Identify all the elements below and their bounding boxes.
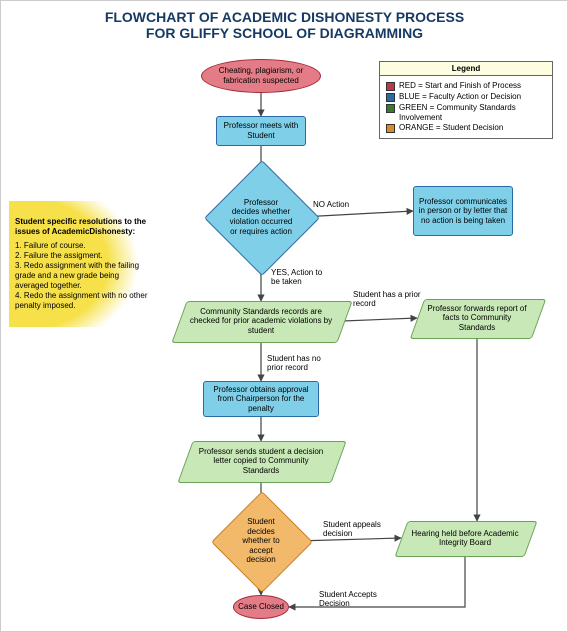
legend-swatch <box>386 93 395 102</box>
node-start: Cheating, plagiarism, or fabrication sus… <box>201 59 321 93</box>
legend-swatch <box>386 124 395 133</box>
legend-text: RED = Start and Finish of Process <box>399 81 521 91</box>
node-meet: Professor meets with Student <box>216 116 306 146</box>
sidebar-item: 3. Redo assignment with the failing grad… <box>15 261 149 291</box>
sidebar-resolutions: Student specific resolutions to the issu… <box>9 201 159 327</box>
flowchart-canvas: FLOWCHART OF ACADEMIC DISHONESTY PROCESS… <box>0 0 567 632</box>
edge-label-hearing-closed: Student AcceptsDecision <box>319 591 399 609</box>
legend-text: GREEN = Community Standards Involvement <box>399 103 546 122</box>
edge-label-student-hearing: Student appealsdecision <box>323 521 403 539</box>
node-decide: Professor decides whether violation occu… <box>221 177 301 257</box>
node-student: Student decides whether to accept decisi… <box>226 506 296 576</box>
legend-swatch <box>386 82 395 91</box>
node-noaction: Professor communicates in person or by l… <box>413 186 513 236</box>
page-title: FLOWCHART OF ACADEMIC DISHONESTY PROCESS… <box>1 9 567 41</box>
node-records: Community Standards records are checked … <box>179 301 343 341</box>
sidebar-item: 2. Failure the assigment. <box>15 251 149 261</box>
legend-row: GREEN = Community Standards Involvement <box>386 103 546 122</box>
legend-row: RED = Start and Finish of Process <box>386 81 546 91</box>
edge-label-records-forward: Student has a prior record <box>353 291 433 309</box>
legend-title: Legend <box>380 62 552 76</box>
edge-records-forward <box>343 318 417 321</box>
legend-text: ORANGE = Student Decision <box>399 123 503 133</box>
node-closed: Case Closed <box>233 595 289 619</box>
node-letter: Professor sends student a decision lette… <box>185 441 337 481</box>
legend-swatch <box>386 104 395 113</box>
sidebar-title: Student specific resolutions to the issu… <box>15 217 149 237</box>
sidebar-item: 4. Redo the assignment with no other pen… <box>15 291 149 311</box>
legend-row: ORANGE = Student Decision <box>386 123 546 133</box>
node-approval: Professor obtains approval from Chairper… <box>203 381 319 417</box>
edge-label-decide-noaction: NO Action <box>313 201 393 210</box>
node-forward: Professor forwards report of facts to Co… <box>417 299 537 337</box>
legend-text: BLUE = Faculty Action or Decision <box>399 92 521 102</box>
legend-row: BLUE = Faculty Action or Decision <box>386 92 546 102</box>
node-hearing: Hearing held before Academic Integrity B… <box>401 521 529 555</box>
edge-label-decide-records: YES, Action tobe taken <box>271 269 351 287</box>
edge-label-records-approval: Student has noprior record <box>267 355 347 373</box>
legend: Legend RED = Start and Finish of ProcessB… <box>379 61 553 139</box>
sidebar-item: 1. Failure of course. <box>15 241 149 251</box>
